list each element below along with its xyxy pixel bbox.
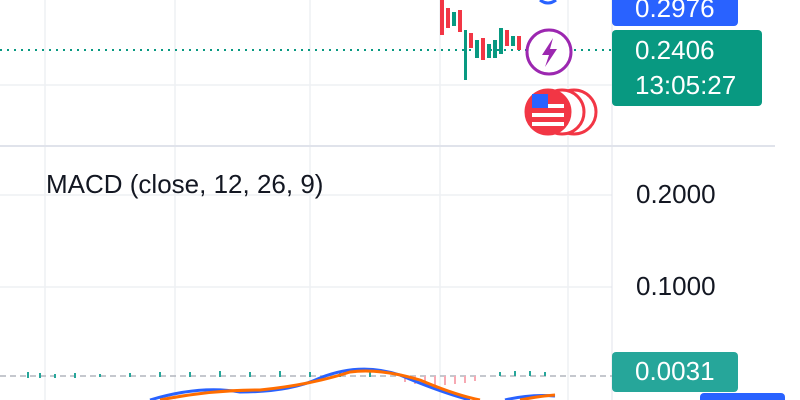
high-tag: 0.2976: [612, 0, 738, 26]
macd-line: [149, 367, 556, 400]
indicator-label[interactable]: MACD (close, 12, 26, 9): [46, 169, 323, 199]
signal-line: [159, 369, 556, 400]
last-price: 0.2406: [635, 35, 715, 65]
blue-arc: [539, 0, 557, 5]
macd-blue-tag: [700, 393, 785, 400]
grid: [0, 0, 775, 400]
lightning-icon[interactable]: [525, 28, 573, 76]
y-tick-label: 0.2000: [636, 179, 716, 209]
macd-tag: 0.0031: [612, 352, 738, 392]
countdown: 13:05:27: [635, 70, 736, 100]
high-price: 0.2976: [635, 0, 715, 23]
macd-value: 0.0031: [635, 356, 715, 386]
economic-event-icon[interactable]: [524, 88, 598, 136]
candles: [440, 0, 521, 80]
y-tick-label: 0.1000: [636, 271, 716, 301]
last-price-tag: 0.2406 13:05:27: [612, 30, 762, 106]
